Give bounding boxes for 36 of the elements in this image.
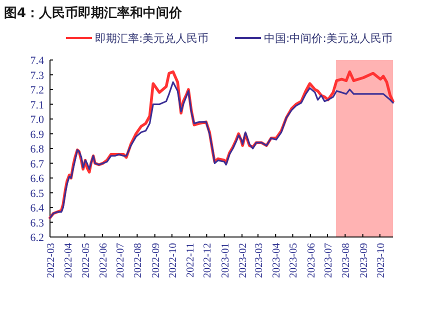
x-tick-label: 2022-08 bbox=[133, 243, 144, 278]
y-tick-label: 6.8 bbox=[30, 144, 44, 156]
x-tick-label: 2022-09 bbox=[150, 243, 162, 278]
x-tick-label: 2023-05 bbox=[288, 243, 300, 278]
x-tick-label: 2023-10 bbox=[376, 243, 387, 278]
x-tick-label: 2023-01 bbox=[220, 243, 232, 278]
x-tick-label: 2022-10 bbox=[168, 243, 179, 278]
y-tick-label: 6.4 bbox=[30, 202, 44, 214]
x-tick-label: 2023-03 bbox=[254, 243, 265, 278]
y-tick-label: 7.0 bbox=[30, 114, 44, 126]
y-tick-label: 6.2 bbox=[30, 232, 44, 244]
x-tick-label: 2022-04 bbox=[64, 242, 75, 278]
x-tick-label: 2023-09 bbox=[358, 243, 370, 278]
legend-label: 中国:中间价:美元兑人民币 bbox=[264, 32, 392, 45]
y-tick-label: 7.2 bbox=[30, 84, 44, 96]
legend-label: 即期汇率:美元兑人民币 bbox=[95, 32, 209, 45]
x-tick-label: 2022-07 bbox=[116, 243, 127, 278]
x-tick-label: 2022-11 bbox=[186, 243, 197, 278]
x-tick-label: 2023-04 bbox=[272, 242, 283, 278]
y-tick-label: 6.3 bbox=[30, 217, 44, 230]
x-tick-label: 2022-05 bbox=[80, 243, 92, 278]
chart-title: 图4：人民币即期汇率和中间价 bbox=[4, 5, 184, 21]
x-tick-label: 2023-07 bbox=[323, 243, 334, 278]
x-tick-label: 2023-08 bbox=[341, 243, 352, 278]
x-tick-label: 2023-02 bbox=[238, 243, 250, 278]
y-tick-label: 6.5 bbox=[30, 188, 44, 200]
y-tick-label: 6.6 bbox=[30, 173, 44, 185]
y-tick-label: 7.3 bbox=[30, 70, 44, 82]
y-tick-label: 6.7 bbox=[30, 158, 44, 170]
x-tick-label: 2022-12 bbox=[202, 243, 214, 278]
y-tick-label: 7.4 bbox=[30, 55, 44, 67]
x-tick-label: 2022-03 bbox=[46, 243, 57, 278]
y-tick-label: 6.9 bbox=[30, 128, 44, 141]
y-tick-label: 7.1 bbox=[30, 99, 44, 112]
x-tick-label: 2022-06 bbox=[98, 243, 110, 278]
x-tick-label: 2023-06 bbox=[306, 243, 318, 278]
